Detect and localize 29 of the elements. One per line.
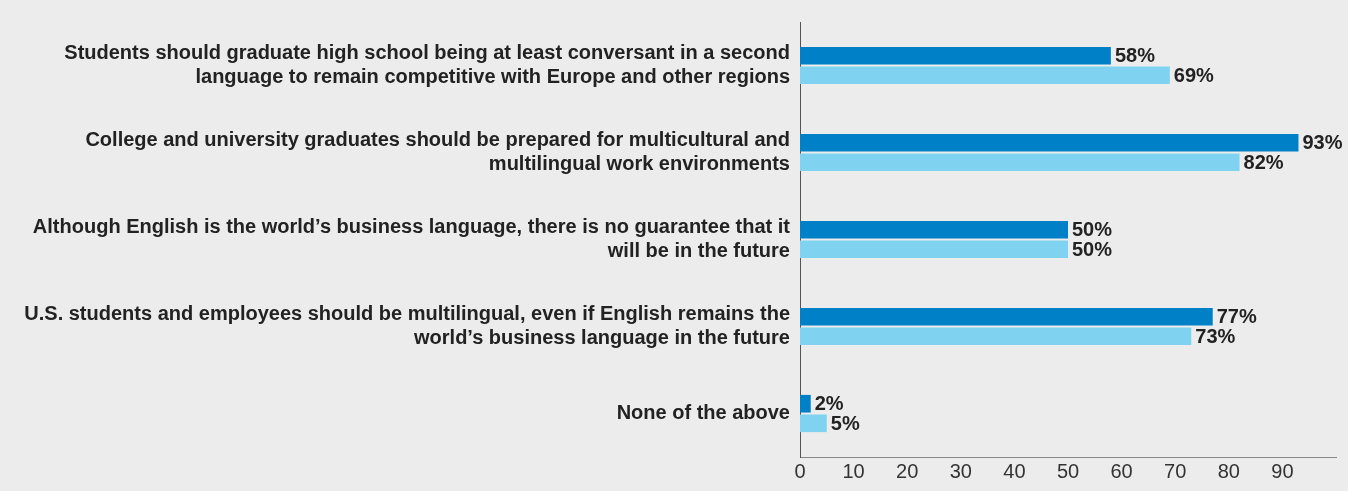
x-tick-label: 80 [1217, 459, 1240, 482]
y-tick-label: None of the above [616, 401, 790, 424]
bar [800, 307, 1213, 326]
x-tick-label: 0 [794, 459, 806, 482]
x-tick-label: 30 [949, 459, 972, 482]
data-label: 69% [1173, 63, 1215, 86]
x-tick-label: 50 [1056, 459, 1080, 482]
bar [800, 220, 1068, 239]
x-tick-label: 20 [896, 459, 919, 482]
bar [800, 66, 1170, 85]
data-label: 82% [1243, 150, 1284, 173]
y-tick-label: U.S. students and employees should be multilingual, even if English remains the world’s business language in the future [24, 302, 790, 349]
y-tick-label: Although English is the world’s business language, there is no guarantee that it will be in the future [32, 215, 791, 262]
bar [800, 153, 1240, 172]
x-tick-label: 40 [1003, 459, 1026, 482]
x-tick-label: 70 [1164, 459, 1187, 482]
x-tick-label: 60 [1110, 459, 1133, 482]
bar [800, 46, 1111, 65]
bar [800, 414, 827, 433]
x-tick-label: 90 [1271, 459, 1294, 482]
x-tick-label: 10 [842, 459, 865, 482]
bar [800, 394, 811, 413]
bar [800, 133, 1299, 152]
y-tick-label: Students should graduate high school being at least conversant in a second language to remain competitive with Europe and other regions [64, 41, 790, 88]
y-tick-label: College and university graduates should be prepared for multicultural and multilingual work environments [85, 128, 790, 175]
data-label: 93% [1302, 131, 1343, 154]
bar [800, 327, 1192, 346]
bar [800, 240, 1068, 259]
data-label: 58% [1114, 44, 1156, 67]
